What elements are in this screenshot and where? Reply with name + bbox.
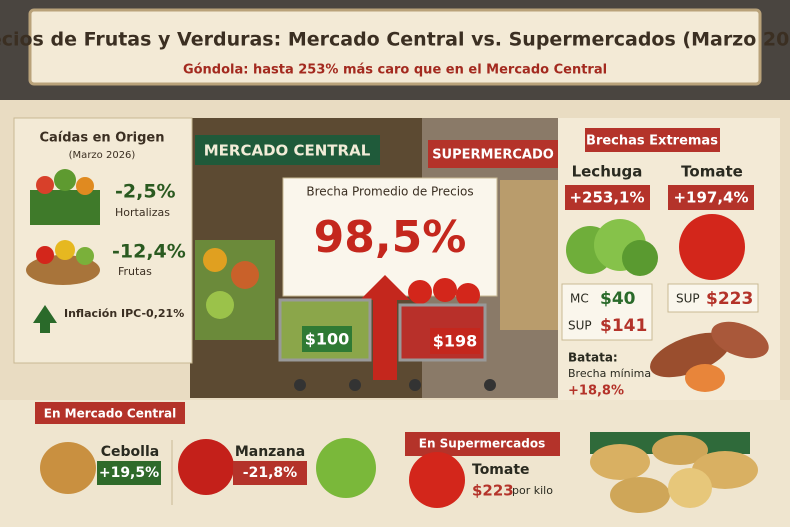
wheel bbox=[409, 379, 421, 391]
tomato-gap-box bbox=[668, 185, 754, 210]
lettuce-gap: +253,1% bbox=[569, 189, 644, 207]
tomato-price-box bbox=[667, 283, 759, 313]
origin-panel bbox=[13, 117, 193, 364]
title-board bbox=[28, 8, 762, 86]
market-section-title: En Mercado Central bbox=[44, 407, 177, 421]
market-sign bbox=[195, 135, 380, 165]
super-price: $198 bbox=[433, 332, 478, 351]
shelf bbox=[500, 180, 560, 330]
tomato bbox=[409, 452, 465, 508]
super-sign bbox=[428, 140, 558, 168]
sweet-potato bbox=[711, 321, 769, 359]
tomato bbox=[456, 283, 480, 307]
sweet-potato bbox=[650, 332, 730, 378]
onion bbox=[40, 442, 96, 494]
hortalizas-label: Hortalizas bbox=[115, 206, 170, 219]
hortalizas-value: -2,5% bbox=[115, 181, 176, 203]
inflation: Inflación IPC-0,21% bbox=[64, 307, 184, 320]
batata-gap: +18,8% bbox=[568, 384, 624, 399]
produce bbox=[76, 177, 94, 195]
apple-name: Manzana bbox=[235, 444, 305, 460]
arrow bbox=[360, 275, 410, 380]
super-section-title: En Supermercados bbox=[419, 437, 546, 451]
potato bbox=[590, 444, 650, 480]
super-sign-text: SUPERMERCADO bbox=[432, 148, 554, 163]
red-apple bbox=[178, 439, 234, 495]
tomato bbox=[679, 214, 745, 280]
tomato-sup-price: $223 bbox=[706, 289, 753, 309]
tomato-sup-label: SUP bbox=[676, 292, 700, 306]
onion-change: +19,5% bbox=[99, 465, 159, 481]
extremes-title: Brechas Extremas bbox=[586, 134, 718, 149]
batata-name: Batata: bbox=[568, 351, 618, 365]
tomato bbox=[433, 278, 457, 302]
market-price: $100 bbox=[305, 330, 350, 349]
origin-title: Caídas en Origen bbox=[39, 131, 164, 146]
super-price-tag bbox=[430, 328, 480, 354]
potato bbox=[610, 477, 670, 513]
onion-name: Cebolla bbox=[101, 444, 159, 460]
extremes-ribbon bbox=[585, 128, 720, 152]
apple-change: -21,8% bbox=[243, 465, 297, 481]
frutas-value: -12,4% bbox=[112, 241, 186, 263]
title: Precios de Frutas y Verduras: Mercado Ce… bbox=[0, 29, 790, 51]
origin-period: (Marzo 2026) bbox=[69, 150, 136, 161]
card-title: Brecha Promedio de Precios bbox=[306, 185, 473, 199]
lettuce-price-box bbox=[561, 283, 653, 341]
tomato bbox=[408, 280, 432, 304]
lettuce-gap-box bbox=[565, 185, 650, 210]
potato bbox=[668, 468, 712, 508]
produce bbox=[36, 176, 54, 194]
produce bbox=[55, 240, 75, 260]
green-apple bbox=[316, 438, 376, 498]
batata-note: Brecha mínima bbox=[568, 367, 651, 380]
sup-label: SUP bbox=[568, 319, 592, 333]
produce bbox=[54, 169, 76, 191]
tomato-name: Tomate bbox=[681, 163, 743, 181]
produce bbox=[203, 248, 227, 272]
wheel bbox=[349, 379, 361, 391]
market-sign-text: MERCADO CENTRAL bbox=[204, 142, 371, 160]
produce bbox=[206, 291, 234, 319]
sup-price: $141 bbox=[600, 316, 647, 336]
center-card bbox=[282, 177, 498, 297]
sweet-potato-cut bbox=[685, 364, 725, 392]
lettuce-name: Lechuga bbox=[572, 163, 643, 181]
market-ribbon bbox=[35, 402, 185, 424]
wheel bbox=[484, 379, 496, 391]
tomato-gap: +197,4% bbox=[673, 189, 748, 207]
mc-price: $40 bbox=[600, 289, 636, 309]
super-ribbon bbox=[405, 432, 560, 456]
produce bbox=[36, 246, 54, 264]
super-item: Tomate bbox=[472, 462, 530, 478]
frutas-label: Frutas bbox=[118, 265, 152, 278]
up-arrow bbox=[33, 305, 57, 333]
subtitle: Góndola: hasta 253% más caro que en el M… bbox=[183, 63, 607, 78]
market-price-tag bbox=[302, 326, 352, 352]
crate bbox=[30, 190, 100, 225]
mc-label: MC bbox=[570, 292, 589, 306]
super-item-price: $223 bbox=[472, 482, 514, 500]
lettuce bbox=[622, 240, 658, 276]
apple-box bbox=[233, 461, 307, 485]
produce bbox=[231, 261, 259, 289]
onion-box bbox=[97, 461, 161, 485]
potato bbox=[652, 435, 708, 465]
produce bbox=[76, 247, 94, 265]
card-value: 98,5% bbox=[314, 212, 467, 263]
super-item-unit: por kilo bbox=[512, 484, 553, 497]
wheel bbox=[294, 379, 306, 391]
